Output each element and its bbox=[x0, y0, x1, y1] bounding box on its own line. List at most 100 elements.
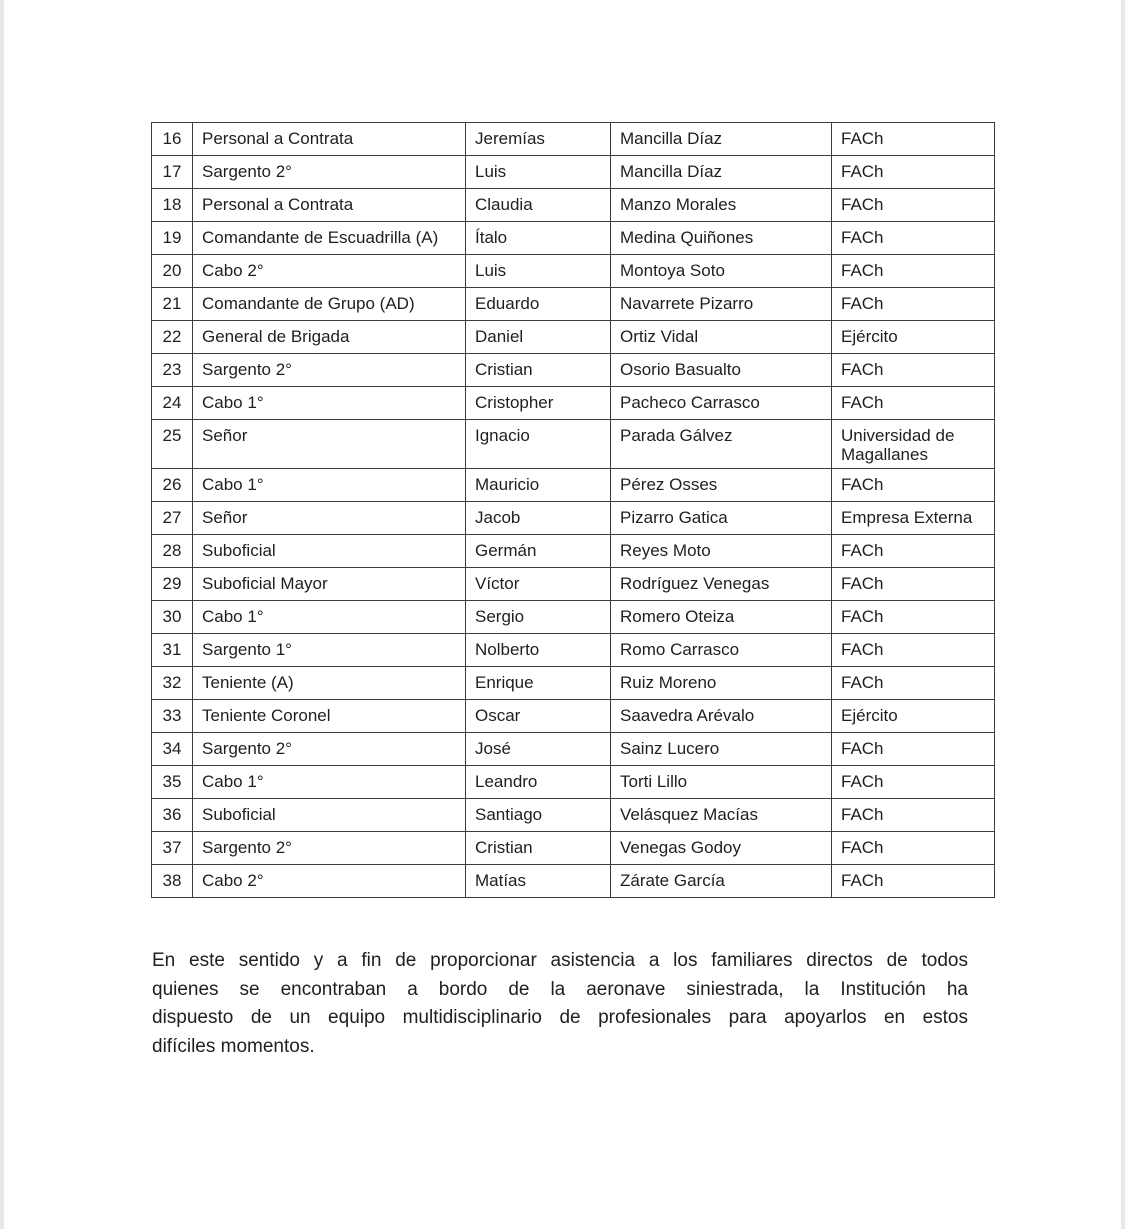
cell-first-name: Sergio bbox=[465, 600, 611, 634]
cell-institution: FACh bbox=[831, 386, 995, 420]
cell-first-name: Cristopher bbox=[465, 386, 611, 420]
cell-number: 28 bbox=[151, 534, 193, 568]
cell-institution: FACh bbox=[831, 122, 995, 156]
cell-last-name: Torti Lillo bbox=[610, 765, 832, 799]
cell-first-name: José bbox=[465, 732, 611, 766]
page-edge-right bbox=[1121, 0, 1125, 1229]
cell-first-name: Germán bbox=[465, 534, 611, 568]
cell-number: 34 bbox=[151, 732, 193, 766]
cell-number: 35 bbox=[151, 765, 193, 799]
table-row: 24 Cabo 1° Cristopher Pacheco Carrasco F… bbox=[151, 386, 995, 420]
cell-rank: Cabo 2° bbox=[192, 254, 466, 288]
cell-first-name: Santiago bbox=[465, 798, 611, 832]
cell-first-name: Claudia bbox=[465, 188, 611, 222]
cell-institution: FACh bbox=[831, 666, 995, 700]
cell-last-name: Romo Carrasco bbox=[610, 633, 832, 667]
cell-last-name: Pacheco Carrasco bbox=[610, 386, 832, 420]
cell-last-name: Pérez Osses bbox=[610, 468, 832, 502]
cell-number: 21 bbox=[151, 287, 193, 321]
cell-first-name: Eduardo bbox=[465, 287, 611, 321]
cell-first-name: Oscar bbox=[465, 699, 611, 733]
table-row: 36 Suboficial Santiago Velásquez Macías … bbox=[151, 798, 995, 832]
cell-last-name: Ruiz Moreno bbox=[610, 666, 832, 700]
cell-rank: Personal a Contrata bbox=[192, 122, 466, 156]
cell-last-name: Mancilla Díaz bbox=[610, 155, 832, 189]
cell-last-name: Pizarro Gatica bbox=[610, 501, 832, 535]
cell-institution: Empresa Externa bbox=[831, 501, 995, 535]
table-row: 20 Cabo 2° Luis Montoya Soto FACh bbox=[151, 254, 995, 288]
cell-number: 16 bbox=[151, 122, 193, 156]
table-row: 27 Señor Jacob Pizarro Gatica Empresa Ex… bbox=[151, 501, 995, 535]
cell-first-name: Matías bbox=[465, 864, 611, 898]
cell-rank: Suboficial bbox=[192, 534, 466, 568]
table-row: 38 Cabo 2° Matías Zárate García FACh bbox=[151, 864, 995, 898]
cell-institution: FACh bbox=[831, 831, 995, 865]
table-row: 31 Sargento 1° Nolberto Romo Carrasco FA… bbox=[151, 633, 995, 667]
cell-number: 17 bbox=[151, 155, 193, 189]
cell-first-name: Cristian bbox=[465, 831, 611, 865]
cell-institution: FACh bbox=[831, 864, 995, 898]
cell-last-name: Montoya Soto bbox=[610, 254, 832, 288]
cell-institution: FACh bbox=[831, 534, 995, 568]
cell-first-name: Enrique bbox=[465, 666, 611, 700]
cell-last-name: Osorio Basualto bbox=[610, 353, 832, 387]
table-row: 25 Señor Ignacio Parada Gálvez Universid… bbox=[151, 419, 995, 469]
cell-institution: FACh bbox=[831, 798, 995, 832]
cell-number: 22 bbox=[151, 320, 193, 354]
cell-rank: Cabo 1° bbox=[192, 386, 466, 420]
cell-rank: Sargento 2° bbox=[192, 732, 466, 766]
cell-number: 37 bbox=[151, 831, 193, 865]
cell-number: 27 bbox=[151, 501, 193, 535]
table-row: 18 Personal a Contrata Claudia Manzo Mor… bbox=[151, 188, 995, 222]
cell-last-name: Romero Oteiza bbox=[610, 600, 832, 634]
cell-first-name: Ítalo bbox=[465, 221, 611, 255]
cell-rank: Suboficial bbox=[192, 798, 466, 832]
table-row: 28 Suboficial Germán Reyes Moto FACh bbox=[151, 534, 995, 568]
cell-last-name: Zárate García bbox=[610, 864, 832, 898]
cell-institution: FACh bbox=[831, 567, 995, 601]
cell-rank: Sargento 2° bbox=[192, 353, 466, 387]
table-row: 23 Sargento 2° Cristian Osorio Basualto … bbox=[151, 353, 995, 387]
cell-rank: Sargento 1° bbox=[192, 633, 466, 667]
cell-last-name: Mancilla Díaz bbox=[610, 122, 832, 156]
cell-rank: Cabo 1° bbox=[192, 765, 466, 799]
cell-rank: Personal a Contrata bbox=[192, 188, 466, 222]
table-row: 21 Comandante de Grupo (AD) Eduardo Nava… bbox=[151, 287, 995, 321]
cell-rank: Comandante de Grupo (AD) bbox=[192, 287, 466, 321]
paragraph-line: quienes se encontraban a bordo de la aer… bbox=[152, 978, 968, 1000]
cell-number: 24 bbox=[151, 386, 193, 420]
cell-last-name: Saavedra Arévalo bbox=[610, 699, 832, 733]
cell-institution: FACh bbox=[831, 155, 995, 189]
cell-number: 25 bbox=[151, 419, 193, 469]
cell-first-name: Nolberto bbox=[465, 633, 611, 667]
cell-rank: Señor bbox=[192, 419, 466, 469]
cell-first-name: Ignacio bbox=[465, 419, 611, 469]
table-row: 19 Comandante de Escuadrilla (A) Ítalo M… bbox=[151, 221, 995, 255]
cell-last-name: Venegas Godoy bbox=[610, 831, 832, 865]
cell-last-name: Medina Quiñones bbox=[610, 221, 832, 255]
cell-institution: FACh bbox=[831, 633, 995, 667]
cell-number: 38 bbox=[151, 864, 193, 898]
paragraph-line: difíciles momentos. bbox=[152, 1035, 315, 1057]
cell-rank: Sargento 2° bbox=[192, 831, 466, 865]
cell-number: 36 bbox=[151, 798, 193, 832]
cell-last-name: Reyes Moto bbox=[610, 534, 832, 568]
cell-number: 20 bbox=[151, 254, 193, 288]
cell-rank: Cabo 2° bbox=[192, 864, 466, 898]
cell-rank: Cabo 1° bbox=[192, 600, 466, 634]
cell-first-name: Luis bbox=[465, 155, 611, 189]
table-row: 35 Cabo 1° Leandro Torti Lillo FACh bbox=[151, 765, 995, 799]
cell-first-name: Cristian bbox=[465, 353, 611, 387]
table-row: 22 General de Brigada Daniel Ortiz Vidal… bbox=[151, 320, 995, 354]
cell-number: 32 bbox=[151, 666, 193, 700]
paragraph-line: En este sentido y a fin de proporcionar … bbox=[152, 950, 968, 971]
cell-institution: FACh bbox=[831, 287, 995, 321]
cell-institution: Ejército bbox=[831, 320, 995, 354]
cell-last-name: Sainz Lucero bbox=[610, 732, 832, 766]
cell-institution: FACh bbox=[831, 600, 995, 634]
table-row: 34 Sargento 2° José Sainz Lucero FACh bbox=[151, 732, 995, 766]
cell-number: 30 bbox=[151, 600, 193, 634]
cell-institution: FACh bbox=[831, 732, 995, 766]
table-row: 17 Sargento 2° Luis Mancilla Díaz FACh bbox=[151, 155, 995, 189]
